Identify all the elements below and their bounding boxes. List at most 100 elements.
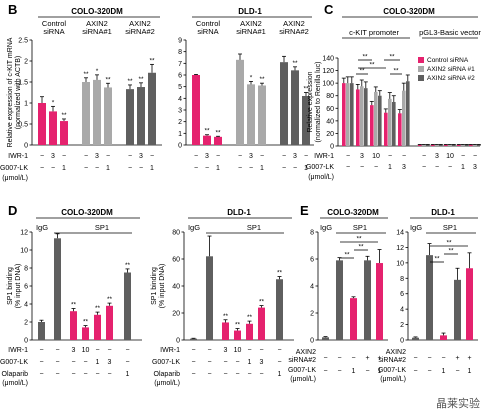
bar (148, 72, 156, 145)
bar (82, 327, 89, 340)
legend-swatch (418, 57, 424, 63)
bar (70, 311, 77, 340)
y-tick-label: 40 (326, 118, 334, 125)
row2-value: − (238, 165, 242, 172)
row1-value: 10 (82, 347, 90, 354)
row1-value: − (351, 355, 355, 362)
y-tick-label: 1 (24, 101, 28, 108)
row-label: G007-LK (152, 359, 180, 366)
significance-label: ** (358, 244, 364, 251)
y-tick-label: 8 (24, 266, 28, 273)
group-label: siRNA (197, 27, 218, 36)
row2-value: − (128, 165, 132, 172)
row1-value: − (238, 153, 242, 160)
row1-value: − (150, 153, 154, 160)
row3-value: 1 (126, 371, 130, 378)
bar (356, 89, 360, 146)
y-tick-label: 0 (400, 338, 404, 345)
bar (426, 255, 433, 340)
bar (398, 113, 402, 146)
significance-label: * (96, 68, 99, 75)
row2-value: 1 (260, 165, 264, 172)
row1-value: 3 (360, 153, 364, 160)
row1-value: − (216, 153, 220, 160)
y-tick-label: 8 (310, 230, 314, 237)
group-label: AXIN2 (129, 19, 151, 28)
row1-value: + (467, 355, 471, 362)
bar (206, 256, 213, 340)
bar (258, 85, 266, 145)
significance-label: ** (446, 240, 452, 247)
row1-value: − (40, 153, 44, 160)
row1-value: 10 (372, 153, 380, 160)
bar (440, 335, 447, 340)
group-label: siRNA (43, 27, 64, 36)
y-tick-label: 60 (172, 257, 180, 264)
row2-value: − (191, 359, 195, 366)
row-label: AXIN2 (386, 349, 406, 356)
row2-value: − (435, 164, 439, 171)
row-label: (μmol/L) (290, 376, 316, 383)
bar (94, 314, 101, 340)
y-tick-label: 2 (310, 311, 314, 318)
row1-value: 3 (293, 153, 297, 160)
significance-label: ** (292, 60, 298, 67)
y-tick-label: 6 (178, 73, 182, 80)
y-tick-label: 4 (400, 307, 404, 314)
y-tick-label: 5 (178, 84, 182, 91)
row1-value: 10 (446, 153, 454, 160)
row-label: G007-LK (0, 165, 28, 172)
significance-label: ** (356, 236, 362, 243)
chart-title: COLO-320DM (327, 208, 379, 217)
panel-letter: B (8, 2, 17, 17)
row2-value: − (223, 359, 227, 366)
row2-value: 1 (248, 359, 252, 366)
row-label: (μmol/L) (154, 380, 180, 387)
row1-value: + (377, 355, 381, 362)
bar (392, 102, 396, 146)
y-tick-label: 3 (178, 108, 182, 115)
row2-value: − (422, 164, 426, 171)
bar (402, 90, 406, 146)
bar (466, 268, 473, 340)
bar (214, 136, 222, 145)
panel-letter: D (8, 203, 17, 218)
chart-title: COLO-320DM (71, 7, 123, 16)
row1-value: − (207, 347, 211, 354)
row2-value: − (346, 164, 350, 171)
y-tick-label: 140 (322, 56, 334, 63)
row-label: Olaparib (154, 371, 181, 378)
y-tick-label: 20 (172, 311, 180, 318)
significance-label: ** (259, 299, 265, 306)
bar (448, 144, 452, 146)
y-tick-label: 10 (396, 260, 404, 267)
y-axis-label: SP1 binding (7, 267, 14, 305)
significance-label: ** (83, 71, 89, 78)
row2-value: − (40, 165, 44, 172)
y-tick-label: 7 (178, 61, 182, 68)
top-label: IgG (320, 223, 332, 232)
group-label: siRNA#1 (236, 27, 266, 36)
y-tick-label: 0 (330, 144, 334, 151)
row2-value: − (125, 359, 129, 366)
row1-value: − (194, 153, 198, 160)
row1-value: 3 (224, 347, 228, 354)
significance-label: ** (393, 68, 399, 75)
row3-value: − (223, 371, 227, 378)
row1-value: + (365, 355, 369, 362)
row2-value: − (413, 368, 417, 375)
bar (469, 144, 473, 146)
significance-label: ** (448, 248, 454, 255)
row2-value: − (323, 368, 327, 375)
row2-value: 1 (388, 164, 392, 171)
row1-value: − (55, 347, 59, 354)
bar (124, 272, 131, 340)
row2-value: 1 (304, 165, 308, 172)
bar (350, 83, 354, 146)
row1-value: 3 (205, 153, 209, 160)
y-tick-label: 1.5 (18, 80, 28, 87)
row3-value: − (191, 371, 195, 378)
y-axis-label-sub: (% input DNA) (15, 264, 22, 309)
row1-value: − (388, 153, 392, 160)
